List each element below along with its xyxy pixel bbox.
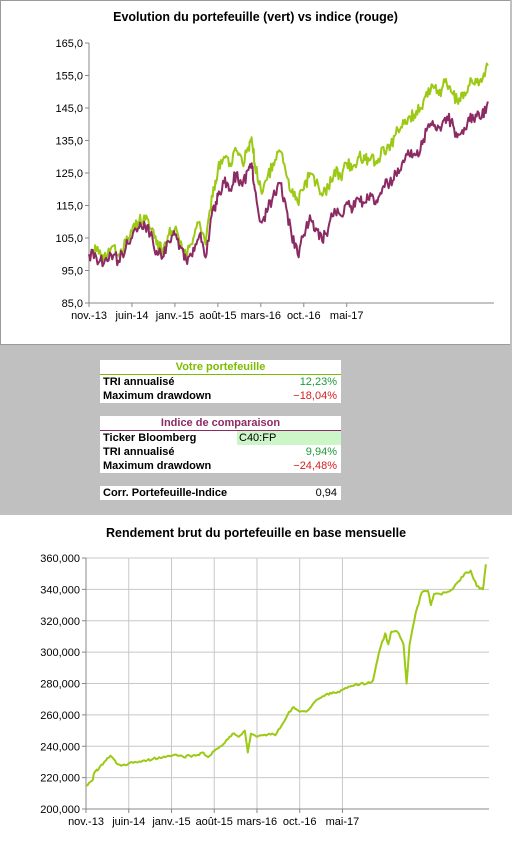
y-tick-label: 155,0 <box>55 71 83 83</box>
x-tick-label: oct.-16 <box>287 310 321 322</box>
x-tick-label: mai-17 <box>330 310 364 322</box>
ticker-value-cell: C40:FP <box>237 431 341 445</box>
series-line-1 <box>85 564 487 787</box>
index-mdd-label: Maximum drawdown <box>103 460 212 472</box>
portfolio-mdd-value: −18,04% <box>293 390 337 402</box>
x-tick-label: mars-16 <box>241 310 281 322</box>
x-tick-label: août-15 <box>199 310 236 322</box>
portfolio-tri-value: 12,23% <box>299 376 337 388</box>
series-line-1 <box>88 62 489 262</box>
y-tick-label: 125,0 <box>55 168 83 180</box>
x-tick-label: nov.-13 <box>71 310 107 322</box>
portfolio-tri-label: TRI annualisé <box>103 376 175 388</box>
x-tick-label: nov.-13 <box>68 816 104 828</box>
y-tick-label: 300,000 <box>40 647 80 659</box>
series-line-2 <box>88 101 489 268</box>
y-tick-label: 105,0 <box>55 233 83 245</box>
ticker-label: Ticker Bloomberg <box>103 432 197 444</box>
correlation-label: Corr. Portefeuille-Indice <box>103 487 228 499</box>
x-tick-label: juin-14 <box>114 310 148 322</box>
x-tick-label: mai-17 <box>326 816 360 828</box>
y-tick-label: 85,0 <box>62 298 83 310</box>
y-tick-label: 360,000 <box>40 553 80 565</box>
x-tick-label: janv.-15 <box>155 310 194 322</box>
y-tick-label: 115,0 <box>56 201 83 213</box>
chart2-plot: 200,000 220,000 240,000 260,000 280,000 300,0… <box>40 553 489 828</box>
ticker-row: Ticker Bloomberg C40:FP <box>100 431 341 445</box>
y-tick-label: 165,0 <box>55 38 83 50</box>
portfolio-mdd-row: Maximum drawdown −18,04% <box>100 389 341 403</box>
index-mdd-value: −24,48% <box>293 460 337 472</box>
portfolio-stats-header: Votre portefeuille <box>100 360 341 375</box>
portfolio-tri-row: TRI annualisé 12,23% <box>100 375 341 389</box>
y-tick-label: 280,000 <box>40 679 80 691</box>
index-tri-value: 9,94% <box>305 446 337 458</box>
y-tick-label: 95,0 <box>62 266 83 278</box>
y-tick-label: 145,0 <box>55 103 83 115</box>
correlation-value: 0,94 <box>315 487 337 499</box>
portfolio-stats-table: Votre portefeuille TRI annualisé 12,23% … <box>100 360 341 403</box>
portfolio-mdd-label: Maximum drawdown <box>103 390 212 402</box>
index-stats-header: Indice de comparaison <box>100 416 341 431</box>
y-tick-label: 240,000 <box>40 741 80 753</box>
x-tick-label: janv.-15 <box>151 816 190 828</box>
x-tick-label: août-15 <box>196 816 233 828</box>
y-tick-label: 200,000 <box>40 804 80 816</box>
x-tick-label: oct.-16 <box>283 816 317 828</box>
y-tick-label: 220,000 <box>40 773 80 785</box>
chart1-title: Evolution du portefeuille (vert) vs indi… <box>113 10 398 24</box>
index-tri-label: TRI annualisé <box>103 446 175 458</box>
chart1-plot: 85,0 95,0 105,0 115,0 125,0 135,0 145,0 155,0 16… <box>55 38 494 322</box>
index-tri-row: TRI annualisé 9,94% <box>100 445 341 459</box>
chart2-title: Rendement brut du portefeuille en base m… <box>105 526 407 540</box>
y-tick-label: 320,000 <box>40 616 80 628</box>
x-tick-label: juin-14 <box>111 816 145 828</box>
correlation-table: Corr. Portefeuille-Indice 0,94 <box>100 486 341 500</box>
portfolio-vs-index-chart: Evolution du portefeuille (vert) vs indi… <box>0 0 510 345</box>
index-stats-table: Indice de comparaison Ticker Bloomberg C… <box>100 416 341 473</box>
y-tick-label: 135,0 <box>55 136 83 148</box>
index-mdd-row: Maximum drawdown −24,48% <box>100 459 341 473</box>
correlation-row: Corr. Portefeuille-Indice 0,94 <box>100 486 341 500</box>
monthly-return-chart: Rendement brut du portefeuille en base m… <box>0 515 512 852</box>
x-tick-label: mars-16 <box>237 816 277 828</box>
y-tick-label: 340,000 <box>40 584 80 596</box>
y-tick-label: 260,000 <box>40 710 80 722</box>
ticker-value: C40:FP <box>239 432 277 444</box>
